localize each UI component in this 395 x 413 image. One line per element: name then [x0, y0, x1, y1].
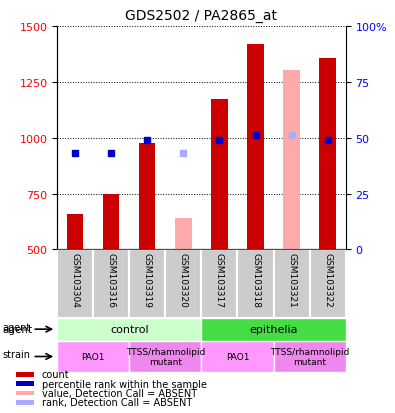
- Text: PAO1: PAO1: [226, 352, 249, 361]
- Bar: [16, 400, 34, 405]
- Bar: [201, 341, 274, 373]
- Bar: [237, 250, 274, 318]
- Bar: [130, 250, 166, 318]
- Title: GDS2502 / PA2865_at: GDS2502 / PA2865_at: [126, 9, 277, 23]
- Bar: [16, 391, 34, 396]
- Text: rank, Detection Call = ABSENT: rank, Detection Call = ABSENT: [42, 397, 192, 407]
- Bar: [139, 144, 156, 250]
- Text: epithelia: epithelia: [249, 324, 298, 335]
- Text: strain: strain: [2, 349, 30, 360]
- Text: PAO1: PAO1: [82, 352, 105, 361]
- Bar: [57, 250, 93, 318]
- Bar: [175, 218, 192, 250]
- Text: TTSS/rhamnolipid
mutant: TTSS/rhamnolipid mutant: [270, 347, 349, 366]
- Bar: [67, 214, 83, 250]
- Text: GSM103317: GSM103317: [215, 252, 224, 307]
- Bar: [57, 341, 130, 373]
- Bar: [310, 250, 346, 318]
- Text: TTSS/rhamnolipid
mutant: TTSS/rhamnolipid mutant: [126, 347, 205, 366]
- Bar: [130, 341, 201, 373]
- Bar: [201, 318, 346, 341]
- Bar: [166, 250, 201, 318]
- Text: GSM103318: GSM103318: [251, 252, 260, 307]
- Text: percentile rank within the sample: percentile rank within the sample: [42, 379, 207, 389]
- Bar: [274, 250, 310, 318]
- Text: GSM103316: GSM103316: [107, 252, 116, 307]
- Text: GSM103304: GSM103304: [71, 252, 80, 306]
- Text: GSM103320: GSM103320: [179, 252, 188, 306]
- Bar: [103, 194, 119, 250]
- Bar: [16, 372, 34, 377]
- Text: GSM103322: GSM103322: [323, 252, 332, 306]
- Text: GSM103321: GSM103321: [287, 252, 296, 306]
- Bar: [274, 341, 346, 373]
- Text: agent: agent: [2, 324, 32, 335]
- Bar: [284, 70, 300, 250]
- Bar: [16, 381, 34, 386]
- Bar: [93, 250, 130, 318]
- Bar: [211, 99, 228, 250]
- Text: control: control: [110, 324, 149, 335]
- Text: count: count: [42, 370, 70, 380]
- Text: GSM103319: GSM103319: [143, 252, 152, 307]
- Bar: [201, 250, 237, 318]
- Bar: [57, 318, 201, 341]
- Bar: [320, 59, 336, 250]
- Text: agent: agent: [2, 322, 30, 332]
- Text: value, Detection Call = ABSENT: value, Detection Call = ABSENT: [42, 388, 197, 398]
- Bar: [247, 45, 263, 250]
